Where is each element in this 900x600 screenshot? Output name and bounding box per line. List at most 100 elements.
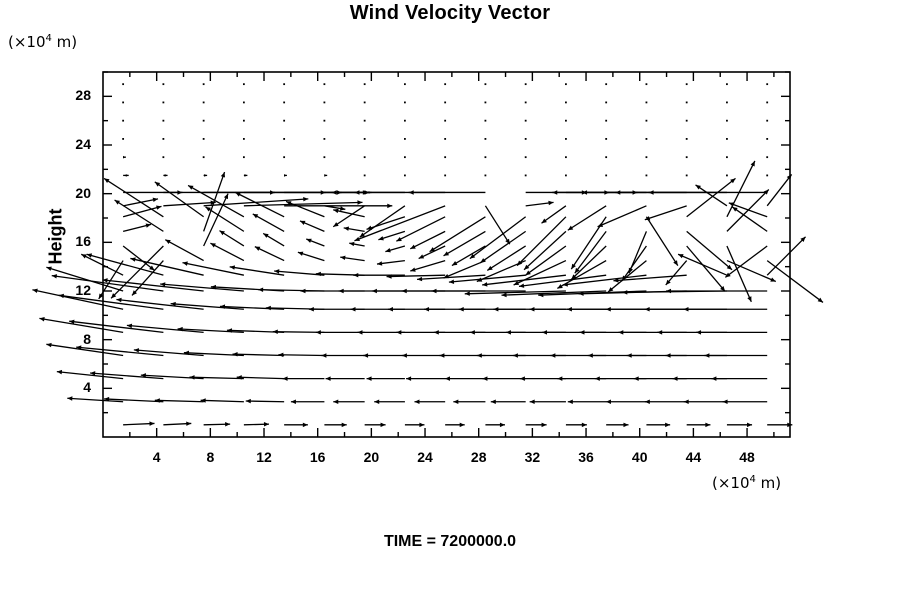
vector-dot (323, 101, 326, 104)
vector-head (232, 351, 238, 357)
vector-head (665, 279, 671, 286)
vector-head (567, 225, 574, 231)
vector-dot (283, 119, 286, 122)
vector-head (366, 376, 372, 381)
x-tick-label: 16 (309, 449, 326, 465)
vector-shaft (332, 205, 366, 228)
vector-head (730, 178, 736, 184)
vector-shaft (203, 193, 229, 247)
vector-shaft (56, 370, 124, 380)
vector-head (608, 287, 614, 292)
vector-head (726, 264, 733, 270)
vector-head (149, 265, 155, 271)
vector-dot (685, 119, 688, 122)
vector-head (299, 220, 306, 225)
vector-head (386, 274, 392, 279)
vector-arrow (333, 399, 365, 404)
plot-frame (102, 71, 791, 438)
vector-head (46, 342, 52, 348)
vector-shaft (621, 245, 647, 282)
vector-head (140, 373, 146, 378)
vector-arrow (123, 421, 155, 426)
vector-shaft (126, 324, 204, 334)
vector-head (170, 301, 176, 307)
vector-shaft (766, 236, 807, 276)
vector-head (205, 206, 211, 212)
vector-head (210, 200, 216, 205)
vector-dot (444, 119, 447, 122)
vector-head (501, 292, 507, 298)
vector-head (189, 375, 195, 380)
vector-head (431, 288, 437, 294)
vector-head (552, 190, 558, 195)
vector-head (419, 422, 425, 428)
vector-shaft (476, 259, 526, 283)
vector-arrow (163, 200, 216, 207)
vector-head (605, 399, 611, 404)
vector-arrow (252, 213, 285, 232)
vector-shaft (189, 376, 244, 380)
vector-arrow (418, 245, 446, 260)
vector-head (513, 280, 520, 286)
vector-arrow (410, 259, 446, 272)
vector-arrow (131, 260, 164, 296)
vector-arrow (306, 238, 325, 247)
vector-head (376, 261, 383, 266)
vector-head (574, 267, 580, 274)
vector-head (145, 223, 152, 228)
vector-arrow (386, 274, 446, 279)
vector-head (505, 238, 510, 245)
vector-arrow (523, 230, 567, 271)
vector-arrow (645, 216, 679, 266)
vector-dot (484, 174, 487, 177)
vector-dot (202, 101, 205, 104)
vector-arrow (490, 399, 526, 404)
vector-shaft (523, 230, 567, 271)
vector-dot (645, 174, 648, 177)
vector-shaft (486, 245, 527, 271)
vector-shaft (69, 320, 164, 334)
vector-head (622, 275, 627, 281)
vector-head (401, 288, 407, 294)
vector-arrow (557, 260, 607, 290)
vector-arrow (621, 245, 647, 282)
vector-arrow (444, 376, 486, 381)
x-tick-label: 4 (152, 449, 161, 465)
vector-dot (202, 156, 205, 159)
vector-dot (444, 156, 447, 159)
vector-shaft (245, 400, 285, 403)
vector-arrow (628, 231, 648, 274)
vector-shaft (484, 205, 511, 245)
vector-arrow (448, 274, 526, 284)
vector-shaft (104, 398, 164, 403)
vector-arrow (324, 422, 347, 428)
vector-arrow (541, 205, 567, 224)
vector-head (200, 398, 206, 403)
vector-dot (726, 119, 728, 122)
vector-arrow (354, 205, 446, 242)
y-tick-label: 20 (75, 184, 91, 201)
vector-head (290, 399, 296, 404)
vector-head (156, 205, 162, 210)
vector-shaft (728, 202, 768, 218)
vector-head (104, 396, 110, 402)
vector-arrow (210, 242, 245, 262)
vector-head (164, 174, 168, 177)
vector-dot (404, 138, 406, 140)
vector-shaft (429, 216, 486, 253)
vector-arrow (364, 422, 386, 428)
vector-shaft (98, 260, 124, 300)
vector-shaft (67, 397, 124, 403)
vector-shaft (90, 372, 164, 380)
vector-dot (645, 156, 648, 159)
vector-arrow (696, 330, 768, 335)
vector-dot (363, 83, 366, 86)
vector-dot (766, 156, 769, 159)
vector-dot (162, 83, 165, 86)
vector-head (177, 326, 183, 332)
vector-arrow (297, 251, 325, 262)
vector-head (160, 282, 166, 287)
vector-dot (202, 119, 205, 122)
vector-head (350, 307, 356, 312)
vector-head (418, 254, 425, 259)
